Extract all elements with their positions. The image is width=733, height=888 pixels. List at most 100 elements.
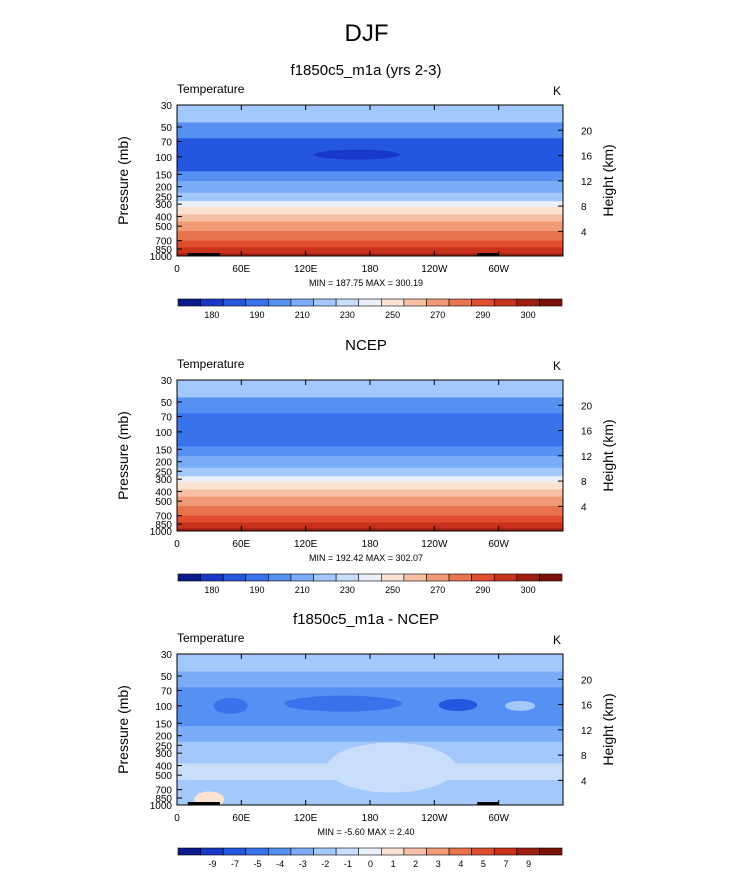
colorbar-swatch: [493, 847, 518, 856]
colorbar-swatch: [403, 573, 427, 582]
x-tick-label: 60W: [488, 264, 509, 275]
colorbar-label: 210: [295, 585, 310, 595]
x-tick-label: 180: [362, 813, 379, 824]
y-tick-label: 100: [155, 153, 172, 164]
colorbar-label: -5: [254, 859, 262, 869]
height-tick-label: 20: [581, 126, 593, 137]
panel-units-label: K: [553, 633, 561, 647]
y2-axis-label: Height (km): [600, 419, 616, 491]
contour-band: [177, 413, 563, 447]
colorbar-swatch: [380, 847, 405, 856]
y-tick-label: 200: [155, 458, 172, 469]
panel-left-label: Temperature: [177, 631, 245, 645]
contour-band: [177, 489, 563, 498]
colorbar-swatch: [516, 298, 540, 307]
x-tick-label: 60E: [232, 264, 250, 275]
y-tick-label: 300: [155, 475, 172, 486]
colorbar-swatch: [471, 573, 495, 582]
colorbar-swatch: [539, 847, 563, 856]
colorbar-label: 290: [475, 310, 490, 320]
colorbar-label: 230: [340, 310, 355, 320]
colorbar-swatch: [245, 847, 269, 856]
contour-band: [177, 446, 563, 457]
y2-axis-label: Height (km): [600, 144, 616, 216]
colorbar-label: 300: [521, 585, 536, 595]
x-tick-label: 120E: [294, 539, 318, 550]
y-tick-label: 30: [161, 650, 173, 661]
colorbar-label: 5: [481, 859, 486, 869]
colorbar-swatch: [200, 573, 224, 582]
contour-band: [177, 206, 563, 215]
height-tick-label: 4: [581, 776, 587, 787]
min-max-label: MIN = -5.60 MAX = 2.40: [317, 827, 414, 837]
contour-band: [177, 506, 563, 517]
panel-title: f1850c5_m1a - NCEP: [293, 611, 439, 628]
colorbar-swatch: [426, 298, 450, 307]
y-tick-label: 700: [155, 512, 172, 523]
colorbar-swatch: [222, 298, 247, 307]
colorbar-swatch: [539, 298, 563, 307]
colorbar-swatch: [177, 573, 201, 582]
y-tick-label: 50: [161, 672, 173, 683]
y2-axis-label: Height (km): [600, 693, 616, 765]
y-tick-label: 250: [155, 192, 172, 203]
colorbar-label: -2: [321, 859, 329, 869]
y-tick-label: 300: [155, 749, 172, 760]
y-tick-label: 850: [155, 794, 172, 805]
y-tick-label: 200: [155, 732, 172, 743]
colorbar-label: 270: [430, 585, 445, 595]
colorbar-label: 270: [430, 310, 445, 320]
height-tick-label: 20: [581, 675, 593, 686]
colorbar-swatch: [493, 298, 518, 307]
colorbar-swatch: [403, 847, 427, 856]
colorbar-swatch: [268, 298, 292, 307]
contour-blob: [314, 149, 401, 160]
y-axis-label: Pressure (mb): [115, 411, 131, 500]
colorbar-swatch: [313, 847, 337, 856]
colorbar-swatch: [471, 298, 495, 307]
panel-left-label: Temperature: [177, 357, 245, 371]
contour-band: [177, 240, 563, 248]
colorbar-swatch: [358, 573, 382, 582]
colorbar-label: -9: [208, 859, 216, 869]
contour-band: [177, 515, 563, 523]
height-tick-label: 12: [581, 726, 593, 737]
colorbar-swatch: [448, 298, 472, 307]
colorbar-swatch: [222, 847, 247, 856]
colorbar-swatch: [335, 298, 360, 307]
y-tick-label: 50: [161, 398, 173, 409]
colorbar-swatch: [426, 847, 450, 856]
contour-band: [177, 726, 563, 743]
height-tick-label: 4: [581, 227, 587, 238]
height-tick-label: 16: [581, 152, 593, 163]
contour-band: [177, 214, 563, 223]
colorbar-label: 300: [521, 310, 536, 320]
x-tick-label: 0: [174, 264, 180, 275]
colorbar-swatch: [290, 298, 314, 307]
x-tick-label: 120W: [421, 539, 448, 550]
colorbar-label: -7: [231, 859, 239, 869]
colorbar-label: 9: [526, 859, 531, 869]
colorbar-label: -1: [344, 859, 352, 869]
y-tick-label: 50: [161, 123, 173, 134]
y-tick-label: 1000: [150, 527, 173, 538]
colorbar-swatch: [516, 847, 540, 856]
panel-title: f1850c5_m1a (yrs 2-3): [291, 62, 442, 79]
topography-mark: [187, 253, 220, 256]
y-tick-label: 100: [155, 702, 172, 713]
height-tick-label: 12: [581, 452, 593, 463]
colorbar-swatch: [403, 298, 427, 307]
contour-band: [177, 380, 563, 398]
y-tick-label: 850: [155, 520, 172, 531]
colorbar-label: 3: [436, 859, 441, 869]
contour-band: [177, 455, 563, 469]
x-tick-label: 120E: [294, 813, 318, 824]
height-tick-label: 12: [581, 177, 593, 188]
colorbar-label: 210: [295, 310, 310, 320]
colorbar-label: 4: [458, 859, 463, 869]
y-tick-label: 70: [161, 412, 173, 423]
height-tick-label: 8: [581, 202, 587, 213]
panel-left-label: Temperature: [177, 82, 245, 96]
colorbar-swatch: [200, 847, 224, 856]
